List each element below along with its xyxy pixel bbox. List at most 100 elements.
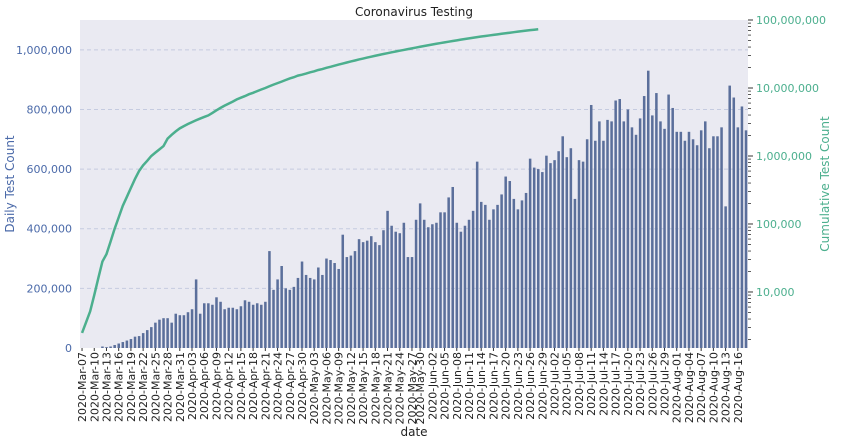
x-tick-label: 2020-Jun-26 <box>524 352 537 420</box>
y-tick-label-left: 400,000 <box>27 223 73 236</box>
x-tick-label: 2020-Aug-13 <box>720 352 733 423</box>
y-axis-label-left: Daily Test Count <box>3 135 17 233</box>
bar <box>280 266 283 348</box>
bar <box>345 257 349 348</box>
chart-title: Coronavirus Testing <box>355 5 473 19</box>
x-tick-label: 2020-Apr-24 <box>272 352 285 420</box>
bar <box>471 210 475 348</box>
x-tick-label: 2020-Mar-31 <box>174 352 187 422</box>
x-tick-label: 2020-May-27 <box>406 352 419 424</box>
bar <box>520 200 524 348</box>
x-tick-label: 2020-Apr-27 <box>284 352 297 420</box>
x-tick-label: 2020-Apr-15 <box>235 352 248 420</box>
left-axis-ticks: 0 200,000 400,000 600,000 800,000 1,000,000 <box>16 44 72 355</box>
bar <box>141 333 145 348</box>
x-tick-label: 2020-May-09 <box>333 352 346 424</box>
y-tick-label-left: 200,000 <box>27 282 73 295</box>
x-tick-label: 2020-Jun-29 <box>536 352 549 420</box>
bar <box>659 121 662 348</box>
bar <box>589 104 593 349</box>
bar <box>492 209 495 348</box>
x-tick-label: 2020-Jun-23 <box>512 352 525 420</box>
bar <box>740 106 744 349</box>
x-tick-label: 2020-Jun-08 <box>451 352 464 420</box>
x-tick-label: 2020-Apr-03 <box>186 352 199 420</box>
bar <box>370 236 373 348</box>
x-tick-label: 2020-Jul-20 <box>622 352 635 416</box>
bar <box>422 219 426 348</box>
bar <box>145 330 149 348</box>
bar <box>598 121 601 348</box>
bar <box>300 261 304 348</box>
x-tick-label: 2020-Jun-05 <box>439 352 452 420</box>
bar <box>699 130 703 348</box>
x-tick-label: 2020-Apr-30 <box>296 352 309 420</box>
bar <box>374 242 377 348</box>
x-tick-label: 2020-Mar-22 <box>137 352 150 422</box>
bar <box>642 96 646 348</box>
bar <box>435 222 438 348</box>
x-tick-label: 2020-Apr-09 <box>210 352 223 420</box>
y-tick-label-left: 600,000 <box>27 163 73 176</box>
bar <box>137 336 141 348</box>
bar <box>679 131 683 348</box>
x-tick-label: 2020-Jul-17 <box>610 352 623 416</box>
bar <box>736 127 740 348</box>
bar <box>630 127 634 348</box>
bar <box>105 347 108 348</box>
bar <box>602 140 605 348</box>
y-tick-label-right: 100,000,000 <box>756 14 826 27</box>
bar <box>207 303 210 348</box>
bar <box>675 131 679 348</box>
bar <box>691 139 695 348</box>
bar <box>211 304 214 348</box>
bar <box>716 136 719 348</box>
bar <box>394 231 397 348</box>
y-axis-label-right: Cumulative Test Count <box>818 116 832 252</box>
bar <box>133 336 137 348</box>
bar <box>382 230 385 348</box>
x-tick-label: 2020-Mar-16 <box>113 352 126 422</box>
x-tick-label: 2020-Mar-28 <box>162 352 175 422</box>
x-tick-label: 2020-Jul-29 <box>659 352 672 416</box>
bar <box>614 100 617 348</box>
bar <box>223 309 226 348</box>
bar <box>235 309 239 348</box>
bar <box>117 343 120 348</box>
bar <box>239 306 243 348</box>
bar <box>162 318 165 348</box>
bar <box>215 297 218 348</box>
bar <box>439 212 442 348</box>
bar <box>467 219 471 348</box>
x-tick-label: 2020-Mar-25 <box>149 352 162 422</box>
x-tick-label: 2020-Jun-02 <box>426 352 439 420</box>
y-tick-label-right: 10,000,000 <box>756 82 819 95</box>
bar <box>247 301 251 348</box>
bar <box>219 301 222 348</box>
bar-series <box>101 70 748 349</box>
x-tick-label: 2020-Aug-07 <box>695 352 708 423</box>
x-tick-label: 2020-Aug-10 <box>707 352 720 423</box>
bar <box>732 97 736 348</box>
bar <box>101 346 104 348</box>
bar <box>459 231 463 348</box>
bar <box>186 312 190 348</box>
bar <box>317 267 320 348</box>
bar <box>288 289 292 348</box>
x-tick-label: 2020-Apr-18 <box>247 352 260 420</box>
bar <box>125 340 129 348</box>
bar <box>479 201 483 348</box>
bar <box>325 258 328 348</box>
bar <box>724 206 727 348</box>
bar <box>618 99 621 348</box>
bar <box>427 227 430 348</box>
bar <box>255 303 259 348</box>
bar <box>121 342 125 348</box>
bar <box>606 119 609 349</box>
bar <box>268 251 271 348</box>
x-tick-label: 2020-May-24 <box>394 352 407 424</box>
x-tick-label: 2020-May-06 <box>320 352 333 424</box>
bar <box>227 307 230 348</box>
bar <box>243 300 247 348</box>
x-tick-label: 2020-May-15 <box>357 352 370 424</box>
